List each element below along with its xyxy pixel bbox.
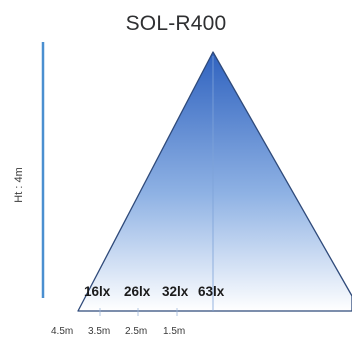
lux-label-26: 26lx (124, 284, 151, 299)
lux-label-16: 16lx (84, 284, 111, 299)
height-label: Ht : 4m (13, 167, 25, 202)
light-cone (77, 51, 352, 312)
diagram-title: SOL-R400 (125, 12, 227, 35)
distance-label-4-5m: 4.5m (51, 326, 73, 337)
lux-label-32: 32lx (162, 284, 189, 299)
lux-label-63: 63lx (198, 284, 225, 299)
distance-label-3-5m: 3.5m (88, 326, 110, 337)
distance-ticks (99, 308, 178, 316)
distance-label-1-5m: 1.5m (163, 326, 185, 337)
distance-label-2-5m: 2.5m (125, 326, 147, 337)
